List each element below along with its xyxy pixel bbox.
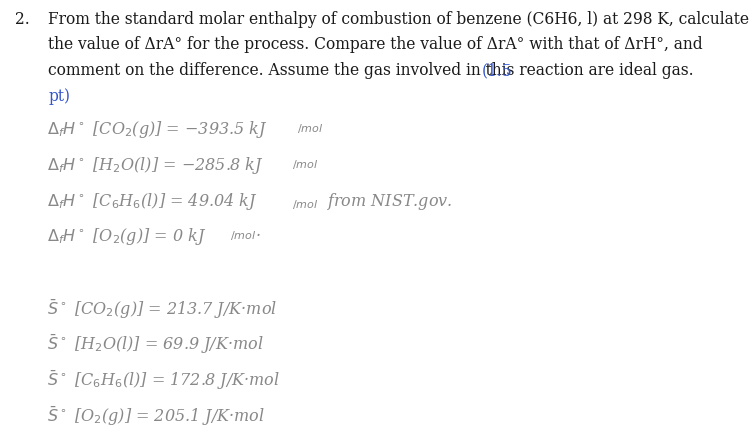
- Text: 2.: 2.: [15, 11, 30, 28]
- Text: From the standard molar enthalpy of combustion of benzene (C6H6, l) at 298 K, ca: From the standard molar enthalpy of comb…: [48, 11, 749, 28]
- Text: $_{/mol}$: $_{/mol}$: [297, 119, 324, 136]
- Text: $_{/mol}$.: $_{/mol}$.: [230, 226, 261, 243]
- Text: pt): pt): [48, 88, 70, 104]
- Text: comment on the difference. Assume the gas involved in this reaction are ideal ga: comment on the difference. Assume the ga…: [48, 62, 703, 79]
- Text: $_{/mol}$: $_{/mol}$: [292, 155, 319, 172]
- Text: $\bar{S}^\circ$ [O$_2$(g)] = 205.1 J/K·mol: $\bar{S}^\circ$ [O$_2$(g)] = 205.1 J/K·m…: [47, 403, 265, 426]
- Text: (1.5: (1.5: [482, 62, 513, 79]
- Text: $\Delta_f H^\circ$ [CO$_2$(g)] = −393.5 kJ: $\Delta_f H^\circ$ [CO$_2$(g)] = −393.5 …: [47, 119, 267, 140]
- Text: $\Delta_f H^\circ$ [H$_2$O(l)] = −285.8 kJ: $\Delta_f H^\circ$ [H$_2$O(l)] = −285.8 …: [47, 155, 264, 176]
- Text: $\bar{S}^\circ$ [C$_6$H$_6$(l)] = 172.8 J/K·mol: $\bar{S}^\circ$ [C$_6$H$_6$(l)] = 172.8 …: [47, 368, 280, 391]
- Text: $\bar{S}^\circ$ [H$_2$O(l)] = 69.9 J/K·mol: $\bar{S}^\circ$ [H$_2$O(l)] = 69.9 J/K·m…: [47, 332, 264, 356]
- Text: $\Delta_f H^\circ$ [O$_2$(g)] = 0 kJ: $\Delta_f H^\circ$ [O$_2$(g)] = 0 kJ: [47, 226, 207, 247]
- Text: $_{/mol}$  from NIST.gov.: $_{/mol}$ from NIST.gov.: [292, 190, 452, 211]
- Text: the value of ΔrA° for the process. Compare the value of ΔrA° with that of ΔrH°, : the value of ΔrA° for the process. Compa…: [48, 36, 703, 53]
- Text: $\bar{S}^\circ$ [CO$_2$(g)] = 213.7 J/K·mol: $\bar{S}^\circ$ [CO$_2$(g)] = 213.7 J/K·…: [47, 297, 277, 320]
- Text: $\Delta_f H^\circ$ [C$_6$H$_6$(l)] = 49.04 kJ: $\Delta_f H^\circ$ [C$_6$H$_6$(l)] = 49.…: [47, 190, 258, 211]
